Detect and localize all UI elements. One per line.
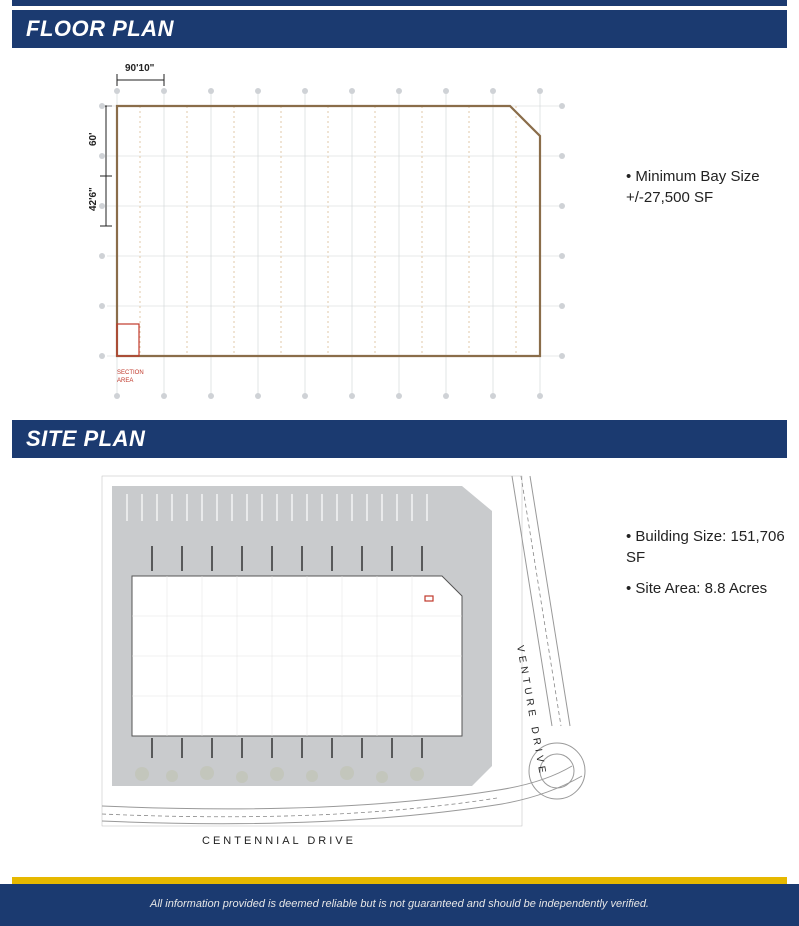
sp-road-south: CENTENNIAL DRIVE (202, 835, 356, 847)
svg-text:AREA: AREA (117, 378, 133, 384)
fp-dim-width: 90'10" (125, 63, 155, 74)
footer-disclaimer: All information provided is deemed relia… (0, 884, 799, 926)
site-plan-drawing: CENTENNIAL DRIVE VENTURE DRIVE (12, 466, 612, 856)
sp-bullet-2: Site Area: 8.8 Acres (626, 578, 787, 599)
sp-road-east: VENTURE DRIVE (514, 645, 548, 778)
top-strip (12, 0, 787, 6)
sp-bullet-1: Building Size: 151,706 SF (626, 526, 787, 568)
fp-dim-h1: 60' (88, 132, 99, 146)
floor-plan-header: FLOOR PLAN (12, 10, 787, 48)
fp-grid (107, 91, 562, 396)
floor-plan-info: Minimum Bay Size +/-27,500 SF (612, 56, 787, 218)
fp-grid-markers (99, 88, 565, 399)
gold-strip (12, 877, 787, 884)
sp-parking-top (127, 494, 427, 521)
site-plan-header: SITE PLAN (12, 420, 787, 458)
footer: All information provided is deemed relia… (0, 877, 799, 926)
floor-plan-section: 90'10" 60' 42'6" (0, 48, 799, 416)
site-plan-info: Building Size: 151,706 SF Site Area: 8.8… (612, 466, 787, 609)
floor-plan-drawing: 90'10" 60' 42'6" (12, 56, 612, 416)
svg-text:SECTION: SECTION (117, 370, 144, 376)
site-plan-section: CENTENNIAL DRIVE VENTURE DRIVE Building … (0, 458, 799, 856)
fp-dim-h2: 42'6" (88, 187, 99, 211)
fp-bullet-1: Minimum Bay Size +/-27,500 SF (626, 166, 787, 208)
